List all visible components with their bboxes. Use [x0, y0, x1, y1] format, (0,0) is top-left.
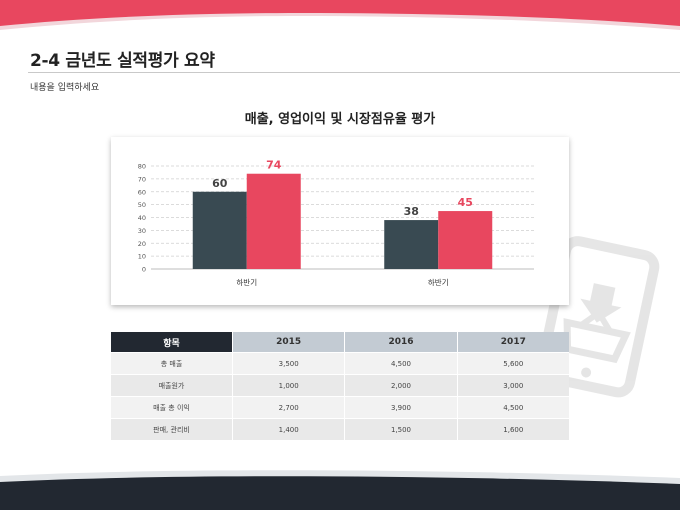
- bar-chart: 0 10 20 30 40 50 60 70 80 60 74 하반기 38 45 하반기: [138, 159, 534, 287]
- y-tick-label: 30: [138, 227, 146, 235]
- slide-subtitle: 내용을 입력하세요: [30, 83, 100, 93]
- row-label: 판매, 관리비: [111, 418, 232, 440]
- bar: [192, 191, 247, 269]
- header-year-2016: 2016: [344, 332, 457, 352]
- cell-value: 1,400: [232, 418, 345, 440]
- cell-value: 4,500: [456, 396, 569, 418]
- cell-value: 2,000: [344, 374, 457, 396]
- bar: [246, 173, 301, 269]
- cell-value: 2,700: [232, 396, 345, 418]
- data-label: 45: [458, 196, 473, 209]
- y-tick-label: 20: [138, 240, 146, 248]
- y-tick-label: 50: [138, 201, 146, 209]
- y-tick-label: 70: [138, 175, 146, 183]
- y-tick-label: 40: [138, 214, 146, 222]
- x-tick-label: 하반기: [236, 277, 257, 287]
- bottom-decoration-band: [0, 470, 680, 510]
- x-tick-label: 하반기: [428, 277, 449, 287]
- title-divider: [28, 72, 680, 73]
- table-row: 판매, 관리비 1,400 1,500 1,600: [111, 418, 569, 440]
- performance-table: 항목 2015 2016 2017 총 매출 3,500 4,500 5,600…: [111, 332, 569, 440]
- chart-title: 매출, 영업이익 및 시장점유율 평가: [244, 112, 436, 127]
- bar-chart-card: 0 10 20 30 40 50 60 70 80 60 74 하반기 38 45 하반기: [111, 137, 569, 305]
- y-tick-label: 60: [138, 188, 146, 196]
- cell-value: 3,900: [344, 396, 457, 418]
- table-header-row: 항목 2015 2016 2017: [111, 332, 569, 352]
- y-tick-label: 10: [138, 253, 146, 261]
- data-label: 38: [404, 205, 419, 218]
- data-label: 74: [266, 159, 282, 172]
- cell-value: 3,000: [456, 374, 569, 396]
- top-decoration-band: [0, 0, 680, 30]
- cell-value: 1,600: [456, 418, 569, 440]
- table-row: 매출 총 이익 2,700 3,900 4,500: [111, 396, 569, 418]
- cell-value: 1,500: [344, 418, 457, 440]
- y-tick-label: 0: [142, 266, 146, 274]
- row-label: 총 매출: [111, 352, 232, 374]
- header-item: 항목: [111, 332, 232, 352]
- data-label: 60: [212, 177, 228, 190]
- table-row: 총 매출 3,500 4,500 5,600: [111, 352, 569, 374]
- cell-value: 1,000: [232, 374, 345, 396]
- table-row: 매출원가 1,000 2,000 3,000: [111, 374, 569, 396]
- header-year-2015: 2015: [232, 332, 345, 352]
- header-year-2017: 2017: [456, 332, 569, 352]
- slide-title: 2-4 금년도 실적평가 요약: [30, 51, 215, 71]
- y-tick-label: 80: [138, 163, 146, 171]
- cell-value: 5,600: [456, 352, 569, 374]
- bar: [384, 220, 439, 269]
- bar: [438, 211, 493, 269]
- cell-value: 3,500: [232, 352, 345, 374]
- row-label: 매출원가: [111, 374, 232, 396]
- cell-value: 4,500: [344, 352, 457, 374]
- row-label: 매출 총 이익: [111, 396, 232, 418]
